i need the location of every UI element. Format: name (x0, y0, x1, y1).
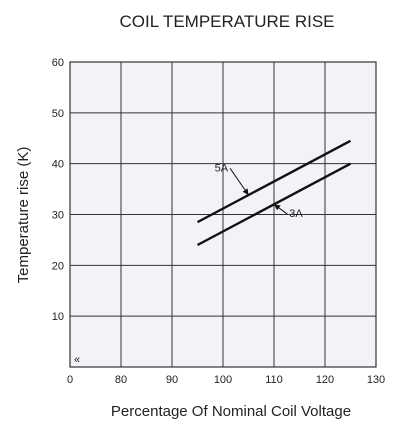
series-label-5a: 5A (215, 162, 229, 174)
y-tick-label: 20 (52, 260, 64, 272)
x-tick-label: 0 (67, 374, 73, 386)
x-tick-labels: 0 80 90 100 110 120 130 (67, 374, 385, 386)
x-tick-label: 110 (265, 374, 283, 386)
series-label-3a: 3A (289, 208, 303, 220)
y-tick-label: 40 (52, 159, 64, 171)
y-tick-label: 50 (52, 108, 64, 120)
y-axis-label: Temperature rise (K) (15, 147, 32, 284)
x-tick-label: 80 (115, 374, 127, 386)
x-tick-label: 90 (166, 374, 178, 386)
y-tick-label: 30 (52, 210, 64, 222)
annotation-arrowhead (274, 204, 281, 211)
axis-break-mark: « (74, 354, 80, 366)
x-tick-label: 120 (316, 374, 334, 386)
x-tick-label: 100 (214, 374, 232, 386)
x-axis-label: Percentage Of Nominal Coil Voltage (111, 403, 351, 420)
annotation-arrowhead (242, 188, 249, 196)
grid-lines (70, 62, 376, 367)
x-tick-label: 130 (367, 374, 385, 386)
y-tick-labels: 10 20 30 40 50 60 (52, 57, 64, 323)
y-tick-label: 10 (52, 311, 64, 323)
series-annotations: 5A 3A (215, 162, 304, 220)
y-tick-label: 60 (52, 57, 64, 69)
chart-title: COIL TEMPERATURE RISE (119, 12, 334, 31)
series-line-5a (196, 139, 352, 224)
